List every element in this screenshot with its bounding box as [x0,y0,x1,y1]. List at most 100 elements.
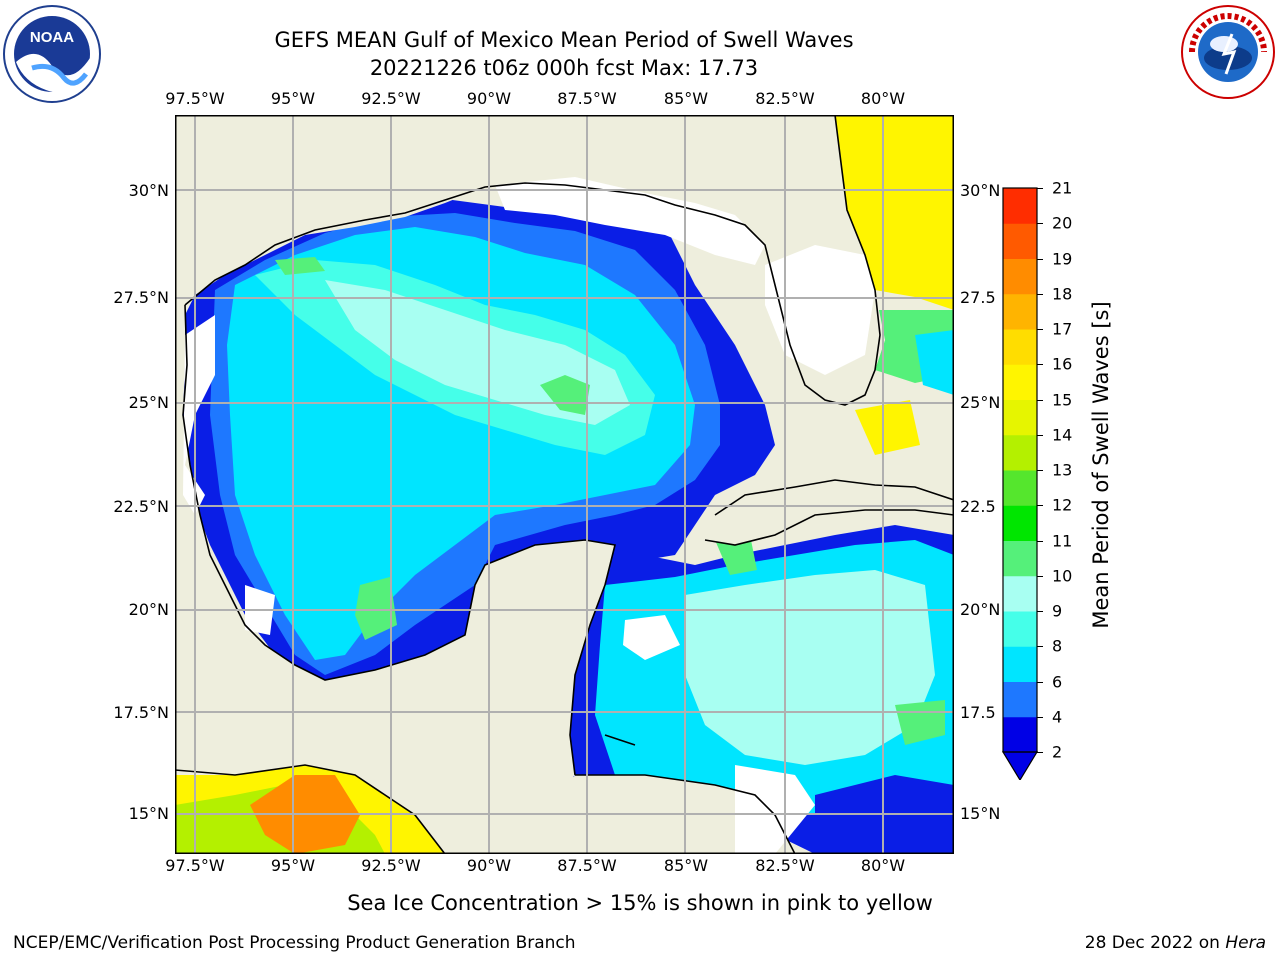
lon-label-top: 80°W [860,89,906,108]
colorbar-segment [1003,646,1037,682]
lat-label-right: 17.5 [960,703,996,722]
colorbar [1001,187,1039,780]
land-cuba [705,480,954,545]
lon-label-top: 82.5°W [755,89,815,108]
lon-label-bottom: 87.5°W [557,856,617,875]
colorbar-segment [1003,364,1037,400]
colorbar-tick-label: 18 [1052,284,1073,304]
colorbar-tick-mark [1037,434,1043,436]
land-mexico [175,315,615,815]
lat-label-left: 30°N [128,181,169,200]
colorbar-tick-mark [1037,575,1043,577]
colorbar-segment [1003,611,1037,647]
lat-label-right: 25°N [960,393,1001,412]
colorbar-segment [1003,188,1037,224]
colorbar-tick-label: 9 [1052,601,1063,621]
svg-text:Mean Period of Swell Waves [s]: Mean Period of Swell Waves [s] [1089,301,1113,628]
ocean-bahamas-yellow [855,400,920,455]
colorbar-segment [1003,470,1037,506]
ocean-atlantic-yellow [835,115,954,310]
colorbar-tick-mark [1037,505,1043,507]
colorbar-tick-mark [1037,611,1043,612]
lon-label-bottom: 92.5°W [361,856,421,875]
colorbar-segment [1003,434,1037,471]
colorbar-tick-label: 8 [1052,636,1063,656]
nodata-caribbean-s [735,765,815,854]
ocean-bahamas-cyan [915,330,954,395]
lat-label-left: 27.5°N [113,288,169,307]
footer-credit: NCEP/EMC/Verification Post Processing Pr… [13,933,576,953]
colorbar-tick-mark [1037,540,1043,542]
lat-label-left: 17.5°N [113,703,169,722]
colorbar-tick-label: 13 [1052,460,1073,480]
colorbar-segment [1003,575,1037,612]
lat-label-right: 30°N [960,181,1001,200]
nodata-florida-shelf [765,245,875,375]
lat-label-right: 22.5 [960,497,996,516]
colorbar-tick-mark [1037,752,1043,753]
lon-label-bottom: 80°W [860,856,906,875]
colorbar-tick-mark [1037,223,1043,225]
colorbar-tick-mark [1037,646,1043,648]
chart-title: GEFS MEAN Gulf of Mexico Mean Period of … [274,28,854,52]
colorbar-tick-label: 10 [1052,566,1073,586]
lat-label-left: 22.5°N [113,497,169,516]
colorbar-tick-label: 21 [1052,178,1073,198]
lat-label-left: 25°N [128,393,169,412]
lat-label-right: 27.5 [960,288,996,307]
lon-label-top: 90°W [466,89,512,108]
lon-label-bottom: 85°W [663,856,709,875]
nodata-texas [183,315,215,515]
colorbar-title: Mean Period of Swell Waves [s] [1089,301,1113,628]
map-frame [175,115,954,854]
colorbar-tick-mark [1037,188,1043,189]
nodata-louisiana [495,177,765,265]
colorbar-tick-label: 16 [1052,354,1073,374]
colorbar-tick-mark [1037,399,1043,401]
colorbar-segment [1003,293,1037,330]
colorbar-tick-label: 6 [1052,672,1063,691]
lon-label-bottom: 82.5°W [755,856,815,875]
gridlines [175,115,954,854]
lon-label-top: 95°W [270,89,316,108]
lon-label-bottom: 97.5°W [165,856,225,875]
colorbar-tick-mark [1037,293,1043,295]
gulf-of-mexico-map [175,115,954,854]
colorbar-tick-label: 12 [1052,495,1073,515]
ocean-gulf-green-1 [540,375,590,415]
svg-text:NOAA: NOAA [30,29,74,46]
noaa-logo: NOAA [3,5,101,103]
colorbar-segment [1003,716,1037,753]
nodata-campeche [623,615,680,660]
lon-label-top: 97.5°W [165,89,225,108]
lat-label-left: 20°N [128,600,169,619]
colorbar-segment [1003,505,1037,541]
colorbar-tick-label: 14 [1052,425,1073,445]
lon-label-top: 87.5°W [557,89,617,108]
footer-date: 28 Dec 2022 on Hera [1085,933,1266,953]
lat-label-right: 20°N [960,600,1001,619]
footer-host: Hera [1225,933,1266,953]
footer-date-text: 28 Dec 2022 on [1084,933,1226,953]
lon-label-bottom: 90°W [466,856,512,875]
ocean-gulf-green-2 [355,577,397,640]
colorbar-segment [1003,399,1037,436]
colorbar-tick-mark [1037,470,1043,471]
colorbar-tick-mark [1037,258,1043,260]
ocean-gulf-green-3 [275,257,325,275]
colorbar-segment [1003,223,1037,259]
lat-label-left: 15°N [128,804,169,823]
colorbar-tick-label: 2 [1052,742,1063,762]
lat-label-right: 15°N [960,804,1001,823]
colorbar-tick-mark [1037,681,1043,683]
land-us-gulf-coast [175,115,885,405]
lon-label-top: 85°W [663,89,709,108]
chart-subtitle: 20221226 t06z 000h fcst Max: 17.73 [369,56,759,80]
colorbar-tick-label: 20 [1052,213,1073,233]
colorbar-segment [1003,258,1037,295]
ocean-caribbean-pale [685,570,935,765]
nws-logo [1181,5,1275,99]
lon-label-top: 92.5°W [361,89,421,108]
colorbar-tick-mark [1037,364,1043,366]
sea-ice-note: Sea Ice Concentration > 15% is shown in … [347,891,933,915]
